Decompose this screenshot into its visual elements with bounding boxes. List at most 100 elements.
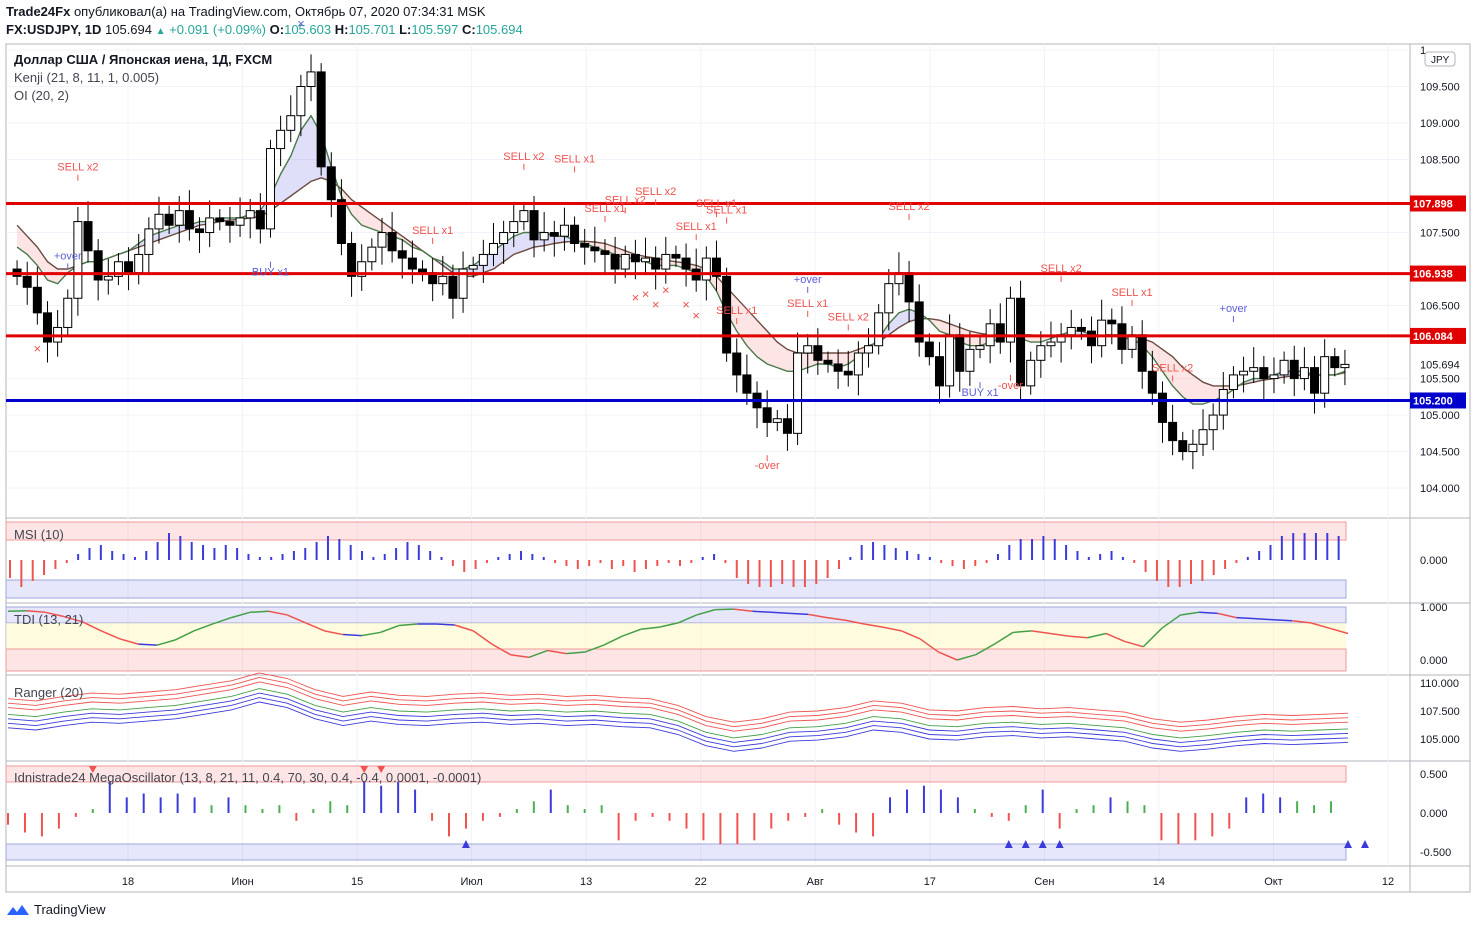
mega-lower-band [5, 843, 1347, 861]
candle-down [42, 312, 52, 343]
mega-buy-triangle-icon [1038, 840, 1047, 848]
ranger-band-line [7, 701, 1349, 752]
tradingview-footer[interactable]: TradingView [6, 902, 106, 917]
tdi-indicator-label[interactable]: TDI (13, 21) [14, 612, 84, 627]
kenji-cloud-segment [17, 225, 28, 255]
megaoscillator-indicator-label[interactable]: Idnistrade24 MegaOscillator (13, 8, 21, … [14, 770, 482, 785]
candle-down [732, 352, 742, 376]
extreme-cross-icon: × [682, 297, 690, 312]
currency-badge-text: JPY [1431, 55, 1450, 66]
candle-up [1320, 356, 1330, 394]
ranger-band-line [7, 676, 1349, 728]
tdi-line-segment [119, 638, 139, 645]
candle-up [803, 345, 813, 354]
candle-down [347, 242, 357, 277]
oi-indicator-label[interactable]: OI (20, 2) [14, 88, 69, 103]
candle-up [874, 312, 884, 347]
close-value: 105.694 [475, 22, 523, 37]
candle-down [1076, 326, 1086, 332]
tdi-line-segment [677, 614, 697, 624]
tdi-line-segment [771, 611, 790, 615]
signal-label: SELL x2 [888, 201, 929, 213]
candle-up [1097, 319, 1107, 347]
candle-down [215, 217, 225, 223]
kenji-cloud-segment [757, 320, 768, 364]
tdi-line-segment [1031, 630, 1051, 635]
signal-label: SELL x2 [635, 186, 676, 198]
candle-down [1157, 392, 1167, 423]
candle-up [539, 232, 549, 241]
candle-up [1218, 389, 1228, 416]
ranger-band-line [7, 681, 1349, 732]
extreme-cross-icon: × [642, 286, 650, 301]
time-axis-label: 15 [351, 876, 363, 888]
kenji-indicator-label[interactable]: Kenji (21, 8, 11, 1, 0.005) [14, 70, 160, 85]
candle-up [205, 217, 215, 234]
tdi-line-segment [1124, 640, 1144, 648]
tdi-line-segment [175, 630, 195, 641]
main-series-title: Доллар США / Японская иена, 1Д, FXCM [14, 52, 273, 67]
candle-up [1036, 345, 1046, 361]
tdi-mid-band [6, 623, 1346, 649]
tdi-line-segment [1217, 612, 1237, 619]
tdi-line-segment [510, 653, 530, 659]
signal-label: SELL x1 [554, 153, 595, 165]
candle-up [519, 210, 529, 223]
candle-down [549, 232, 559, 237]
tdi-line-segment [993, 631, 1014, 645]
tdi-line-segment [100, 630, 120, 640]
candle-up [306, 71, 316, 88]
signal-label: SELL x1 [696, 198, 737, 210]
signal-label: SELL x1 [787, 298, 828, 310]
kenji-cloud-segment [371, 214, 382, 233]
candle-up [1005, 297, 1015, 343]
ranger-indicator-label[interactable]: Ranger (20) [14, 685, 84, 700]
tdi-line-segment [454, 624, 474, 632]
tdi-line-segment [342, 633, 362, 637]
candle-down [255, 210, 265, 230]
candle-down [955, 334, 965, 372]
tdi-line-segment [305, 622, 325, 632]
signal-label: SELL x1 [716, 305, 757, 317]
mega-sell-triangle-icon [88, 766, 97, 773]
candle-down [387, 232, 397, 252]
price-level-tag [1410, 392, 1466, 409]
tradingview-brand: TradingView [34, 902, 106, 917]
candle-up [661, 253, 671, 270]
tdi-line-segment [1161, 614, 1181, 629]
candle-down [1178, 440, 1188, 453]
tdi-line-segment [584, 644, 604, 653]
publisher-name[interactable]: Trade24Fx [6, 4, 71, 19]
time-axis-label: Сен [1034, 876, 1054, 888]
mega-axis-label: 0.000 [1420, 808, 1448, 820]
candle-down [823, 359, 833, 365]
candle-down [93, 250, 103, 281]
candle-up [975, 345, 985, 350]
price-axis-label: 108.500 [1420, 155, 1460, 167]
candle-down [762, 407, 772, 423]
tdi-line-segment [231, 611, 251, 619]
ranger-axis-label: 105.000 [1420, 734, 1460, 746]
candle-up [113, 261, 123, 277]
time-axis-label: Окт [1264, 876, 1283, 888]
publish-info: опубликовал(а) на TradingView.com, Октяб… [73, 4, 486, 19]
candle-down [590, 246, 600, 252]
price-level-label: 106.938 [1413, 269, 1453, 281]
tdi-line-segment [82, 621, 102, 632]
tdi-line-segment [901, 630, 921, 640]
mega-buy-triangle-icon [1055, 840, 1064, 848]
candle-down [924, 341, 934, 358]
ranger-band-line [7, 672, 1349, 723]
msi-indicator-label[interactable]: MSI (10) [14, 527, 64, 542]
candle-up [488, 242, 498, 255]
price-level-tag [1410, 327, 1466, 344]
candle-up [1026, 359, 1036, 387]
price-level-label: 105.200 [1413, 395, 1453, 407]
candle-down [580, 242, 590, 248]
price-axis-label: 104.500 [1420, 447, 1460, 459]
kenji-cloud-segment [604, 243, 616, 255]
signal-label: SELL x2 [828, 311, 869, 323]
candle-down [914, 301, 924, 343]
candle-down [934, 356, 944, 387]
